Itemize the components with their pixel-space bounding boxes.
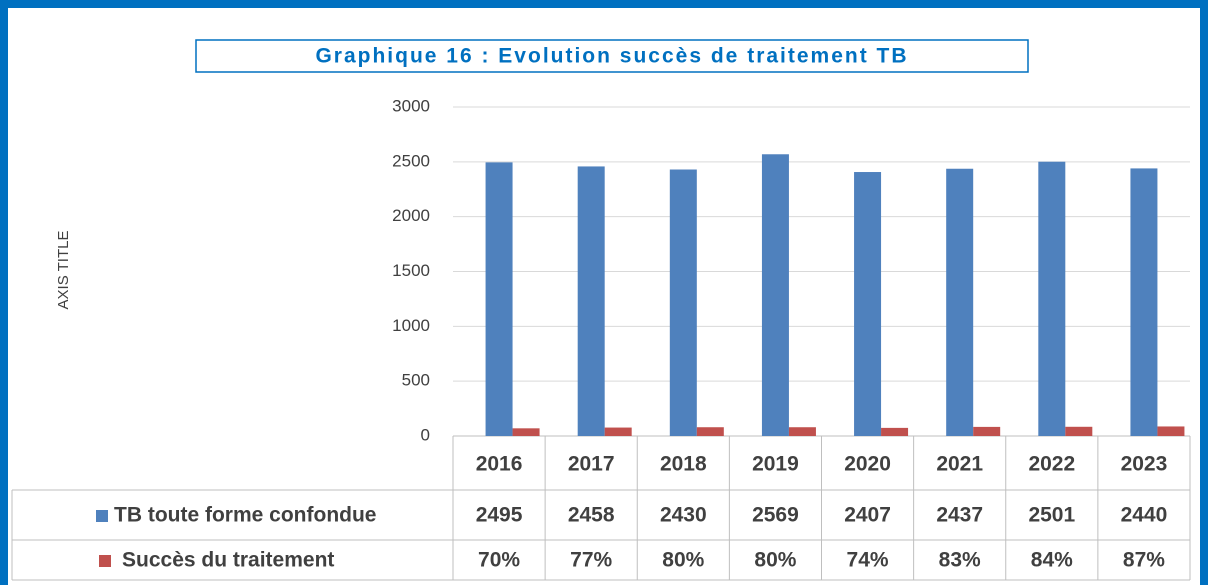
bar [973,426,1001,436]
table-value: 87% [1123,549,1165,572]
x-tick-label: 2016 [476,453,523,476]
bar [946,168,974,436]
bar [854,172,882,436]
legend-key [96,510,108,522]
x-tick-label: 2020 [844,453,891,476]
chart-title: Graphique 16 : Evolution succès de trait… [315,45,908,68]
table-value: 2501 [1028,504,1075,527]
y-tick-label: 0 [421,425,430,444]
y-tick-label: 3000 [392,96,430,115]
bar [577,166,605,436]
bar [512,428,540,436]
bar [788,427,816,436]
table-value: 77% [570,549,612,572]
table-value: 2440 [1121,504,1168,527]
x-tick-label: 2018 [660,453,707,476]
title-box [195,39,1029,73]
table-value: 2407 [844,504,891,527]
x-tick-label: 2023 [1121,453,1168,476]
y-axis-title: AXIS TITLE [55,231,72,310]
bar [1065,426,1093,436]
x-tick-label: 2022 [1028,453,1075,476]
table-value: 2569 [752,504,799,527]
bar [1130,168,1158,436]
table-value: 2458 [568,504,615,527]
bar [761,154,789,436]
bar [881,427,909,436]
y-tick-label: 2500 [392,151,430,170]
bar [669,169,697,436]
table-value: 83% [939,549,981,572]
bar [1157,426,1185,436]
x-tick-label: 2017 [568,453,615,476]
table-value: 80% [662,549,704,572]
x-tick-label: 2019 [752,453,799,476]
y-tick-label: 2000 [392,206,430,225]
bar [604,427,632,436]
legend-key [99,555,111,567]
bar [696,427,724,436]
x-tick-label: 2021 [936,453,983,476]
legend-label: TB toute forme confondue [114,504,376,527]
y-tick-label: 1500 [392,261,430,280]
table-value: 80% [754,549,796,572]
table-value: 84% [1031,549,1073,572]
legend-label: Succès du traitement [122,549,334,572]
table-value: 2495 [476,504,523,527]
table-value: 2430 [660,504,707,527]
table-value: 74% [847,549,889,572]
y-tick-label: 500 [402,371,430,390]
table-value: 2437 [936,504,983,527]
table-value: 70% [478,549,520,572]
bar [485,162,513,437]
bar [1038,161,1066,436]
y-tick-label: 1000 [392,316,430,335]
